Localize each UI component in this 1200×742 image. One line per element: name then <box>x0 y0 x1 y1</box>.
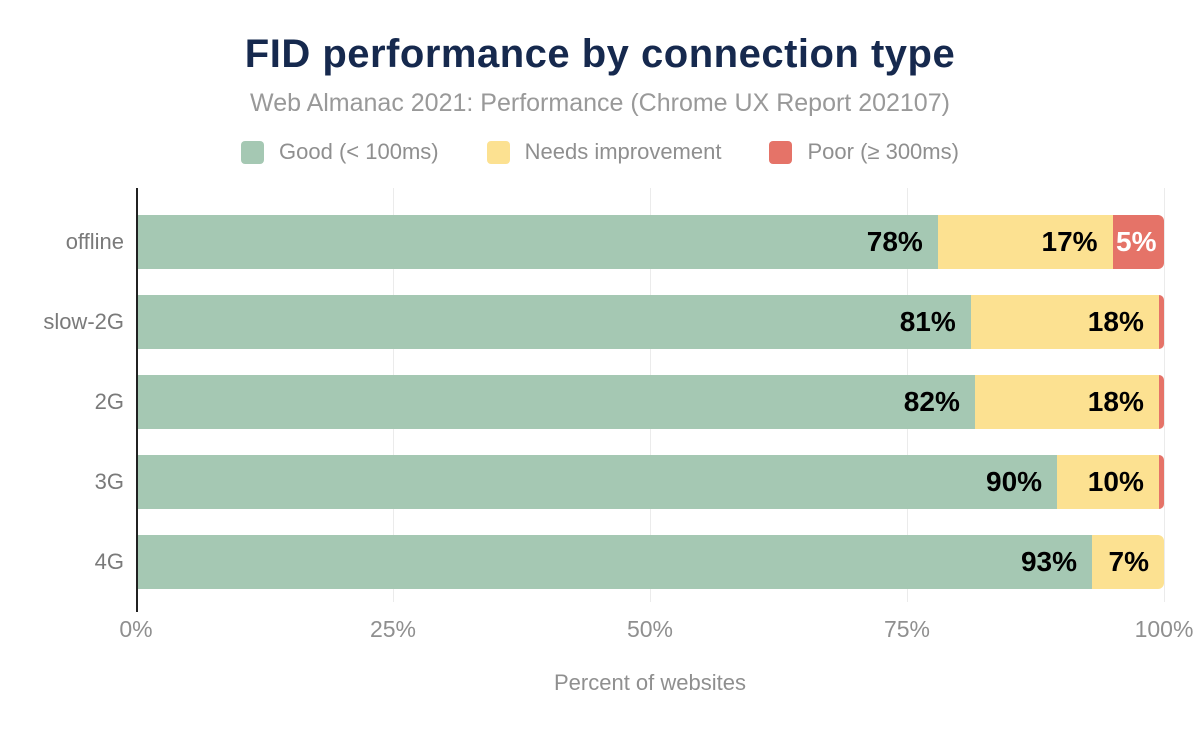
x-axis-tick-labels: 0% 25% 50% 75% 100% <box>119 612 1193 646</box>
bar-segment-needs_improvement: 18% <box>974 375 1159 429</box>
legend-item: Good (< 100ms) <box>241 139 439 165</box>
x-tick-label-100: 100% <box>1134 616 1194 642</box>
bar-row-3G: 90% 10% <box>136 442 1164 522</box>
data-label: 17% <box>1041 226 1098 257</box>
y-axis-category-labels: offline slow-2G 2G 3G 4G <box>0 188 136 602</box>
bar-row-4G: 93% 7% <box>136 522 1164 602</box>
x-axis-title: Percent of websites <box>554 670 746 695</box>
bar-segment-good: 78% <box>136 215 938 269</box>
data-label: 5% <box>1116 226 1157 257</box>
bar-segment-needs_improvement: 10% <box>1057 455 1159 509</box>
data-label: 18% <box>1087 386 1144 417</box>
data-label: 93% <box>1020 546 1078 577</box>
data-label: 90% <box>986 466 1043 497</box>
poor-swatch-icon <box>769 140 793 164</box>
category-label-2G: 2G <box>94 389 124 414</box>
x-tick-label-0: 0% <box>119 616 153 642</box>
bar-row-offline: 78% 17% 5% <box>136 202 1164 282</box>
bar-segment-good: 93% <box>136 535 1093 589</box>
bar-segment-good: 81% <box>136 295 971 349</box>
category-label-slow-2G: slow-2G <box>43 309 124 334</box>
y-label-row: 4G <box>0 522 136 602</box>
data-label: 10% <box>1087 466 1144 497</box>
bar-segment-poor: 5% <box>1112 215 1164 269</box>
legend-label: Poor (≥ 300ms) <box>807 139 959 164</box>
bar-segment-poor <box>1158 455 1164 509</box>
category-label-offline: offline <box>65 229 124 254</box>
bar-row-slow-2G: 81% 18% <box>136 282 1164 362</box>
chart-title: FID performance by connection type <box>244 32 956 76</box>
x-tick-label-50: 50% <box>626 616 674 642</box>
y-label-row: offline <box>0 202 136 282</box>
bar-segment-poor <box>1158 295 1164 349</box>
x-tick-label-25: 25% <box>369 616 417 642</box>
legend-item: Poor (≥ 300ms) <box>769 139 959 165</box>
legend-item: Needs improvement <box>486 139 722 165</box>
gridline-100 <box>1164 188 1165 602</box>
bar-segment-good: 82% <box>136 375 975 429</box>
legend: Good (< 100ms) Needs improvement Poor (≥ 3… <box>0 136 1200 168</box>
y-axis-line <box>136 188 138 612</box>
data-label: 81% <box>899 306 956 337</box>
bar-segment-needs_improvement: 17% <box>937 215 1113 269</box>
chart-subtitle: Web Almanac 2021: Performance (Chrome UX… <box>250 89 950 117</box>
stacked-bar-slow-2G: 81% 18% <box>136 295 1164 349</box>
stacked-bar-offline: 78% 17% 5% <box>136 215 1164 269</box>
legend-label: Needs improvement <box>524 139 722 164</box>
bar-row-2G: 82% 18% <box>136 362 1164 442</box>
category-label-3G: 3G <box>94 469 124 494</box>
legend-label: Good (< 100ms) <box>279 139 439 164</box>
y-label-row: slow-2G <box>0 282 136 362</box>
stacked-bar-2G: 82% 18% <box>136 375 1164 429</box>
data-label: 82% <box>903 386 960 417</box>
good-swatch-icon <box>241 140 265 164</box>
chart-body: offline slow-2G 2G 3G 4G 78% 17% 5% 81% 18% 82% 18… <box>0 188 1200 612</box>
x-tick-label-75: 75% <box>883 616 931 642</box>
category-label-4G: 4G <box>94 549 124 574</box>
stacked-bar-3G: 90% 10% <box>136 455 1164 509</box>
y-label-row: 3G <box>0 442 136 522</box>
data-label: 78% <box>866 226 923 257</box>
needs-improvement-swatch-icon <box>486 140 510 164</box>
bar-segment-good: 90% <box>136 455 1058 509</box>
stacked-bar-4G: 93% 7% <box>136 535 1164 589</box>
bar-segment-needs_improvement: 7% <box>1092 535 1164 589</box>
bar-segment-poor <box>1158 375 1164 429</box>
plot-area: 78% 17% 5% 81% 18% 82% 18% 90% 10% 93% 7% <box>136 188 1165 612</box>
y-label-row: 2G <box>0 362 136 442</box>
data-label: 7% <box>1108 546 1149 577</box>
data-label: 18% <box>1087 306 1144 337</box>
bar-segment-needs_improvement: 18% <box>970 295 1159 349</box>
